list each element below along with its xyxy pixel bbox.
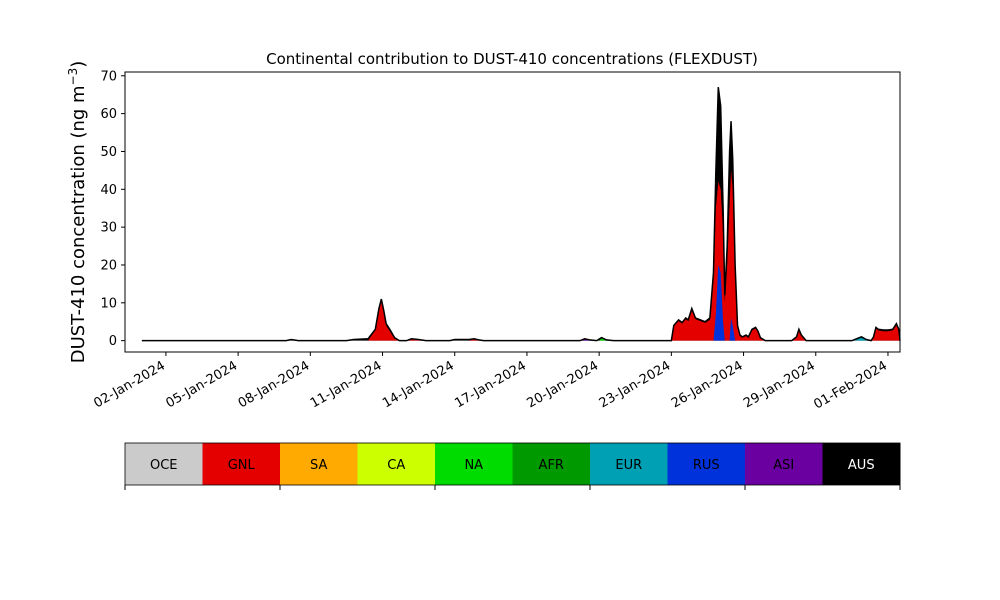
area-total: [141, 87, 900, 341]
legend-label-eur: EUR: [615, 458, 642, 473]
area-rus: [141, 264, 900, 341]
stacked-area-layers: [141, 87, 900, 341]
total-series: [141, 87, 901, 342]
y-tick-label: 0: [109, 334, 117, 349]
y-axis-label-exponent: −3: [66, 68, 80, 86]
x-tick-label: 26-Jan-2024: [669, 358, 746, 411]
legend-label-sa: SA: [310, 458, 327, 473]
area-gnl: [141, 170, 900, 341]
y-tick-label: 10: [100, 296, 117, 311]
line-total: [141, 87, 901, 342]
legend-label-aus: AUS: [848, 458, 875, 473]
y-axis-label-main: DUST-410 concentration (ng m: [68, 85, 89, 363]
y-axis-ticks: 0 10 20 30 40 50 60 70: [100, 69, 125, 349]
x-tick-label: 29-Jan-2024: [741, 358, 818, 411]
legend-label-afr: AFR: [539, 458, 564, 473]
x-tick-label: 20-Jan-2024: [525, 358, 602, 411]
x-tick-label: 02-Jan-2024: [91, 358, 168, 411]
x-tick-label: 17-Jan-2024: [452, 358, 529, 411]
legend-swatch-aus: [822, 443, 901, 485]
legend-swatch-oce: [125, 443, 203, 485]
x-tick-label: 01-Feb-2024: [811, 358, 890, 412]
y-tick-label: 70: [100, 69, 117, 84]
x-tick-label: 08-Jan-2024: [236, 358, 313, 411]
y-tick-label: 60: [100, 107, 117, 122]
legend-label-rus: RUS: [693, 458, 720, 473]
y-tick-label: 30: [100, 221, 117, 236]
legend-swatch-asi: [745, 443, 823, 485]
legend-swatch-sa: [280, 443, 358, 485]
legend-swatch-eur: [590, 443, 668, 485]
chart-title: Continental contribution to DUST-410 con…: [266, 50, 758, 68]
legend-swatch-afr: [512, 443, 591, 485]
legend-label-na: NA: [464, 458, 483, 473]
y-axis-label-close: ): [68, 61, 89, 68]
legend-label-gnl: GNL: [228, 458, 256, 473]
y-tick-label: 20: [100, 258, 117, 273]
legend-frame: [124, 442, 901, 486]
x-tick-label: 11-Jan-2024: [308, 358, 385, 411]
x-axis-ticks: 02-Jan-202405-Jan-202408-Jan-202411-Jan-…: [91, 352, 890, 412]
x-tick-label: 23-Jan-2024: [597, 358, 674, 411]
y-tick-label: 40: [100, 183, 117, 198]
legend-label-asi: ASI: [773, 458, 794, 473]
x-tick-label: 14-Jan-2024: [380, 358, 457, 411]
y-axis-label: DUST-410 concentration (ng m−3): [66, 61, 89, 364]
legend-swatch-na: [435, 443, 513, 485]
legend-swatch-gnl: [202, 443, 281, 485]
legend-swatch-rus: [667, 443, 746, 485]
y-tick-label: 50: [100, 145, 117, 160]
legend-swatch-ca: [357, 443, 436, 485]
region-colorbar-legend: OCE GNL SA CA NA AFR EUR RUS ASI AUS: [124, 442, 901, 490]
legend-label-ca: CA: [387, 458, 405, 473]
x-tick-label: 05-Jan-2024: [164, 358, 241, 411]
plot-frame: [124, 71, 901, 353]
legend-label-oce: OCE: [150, 458, 178, 473]
